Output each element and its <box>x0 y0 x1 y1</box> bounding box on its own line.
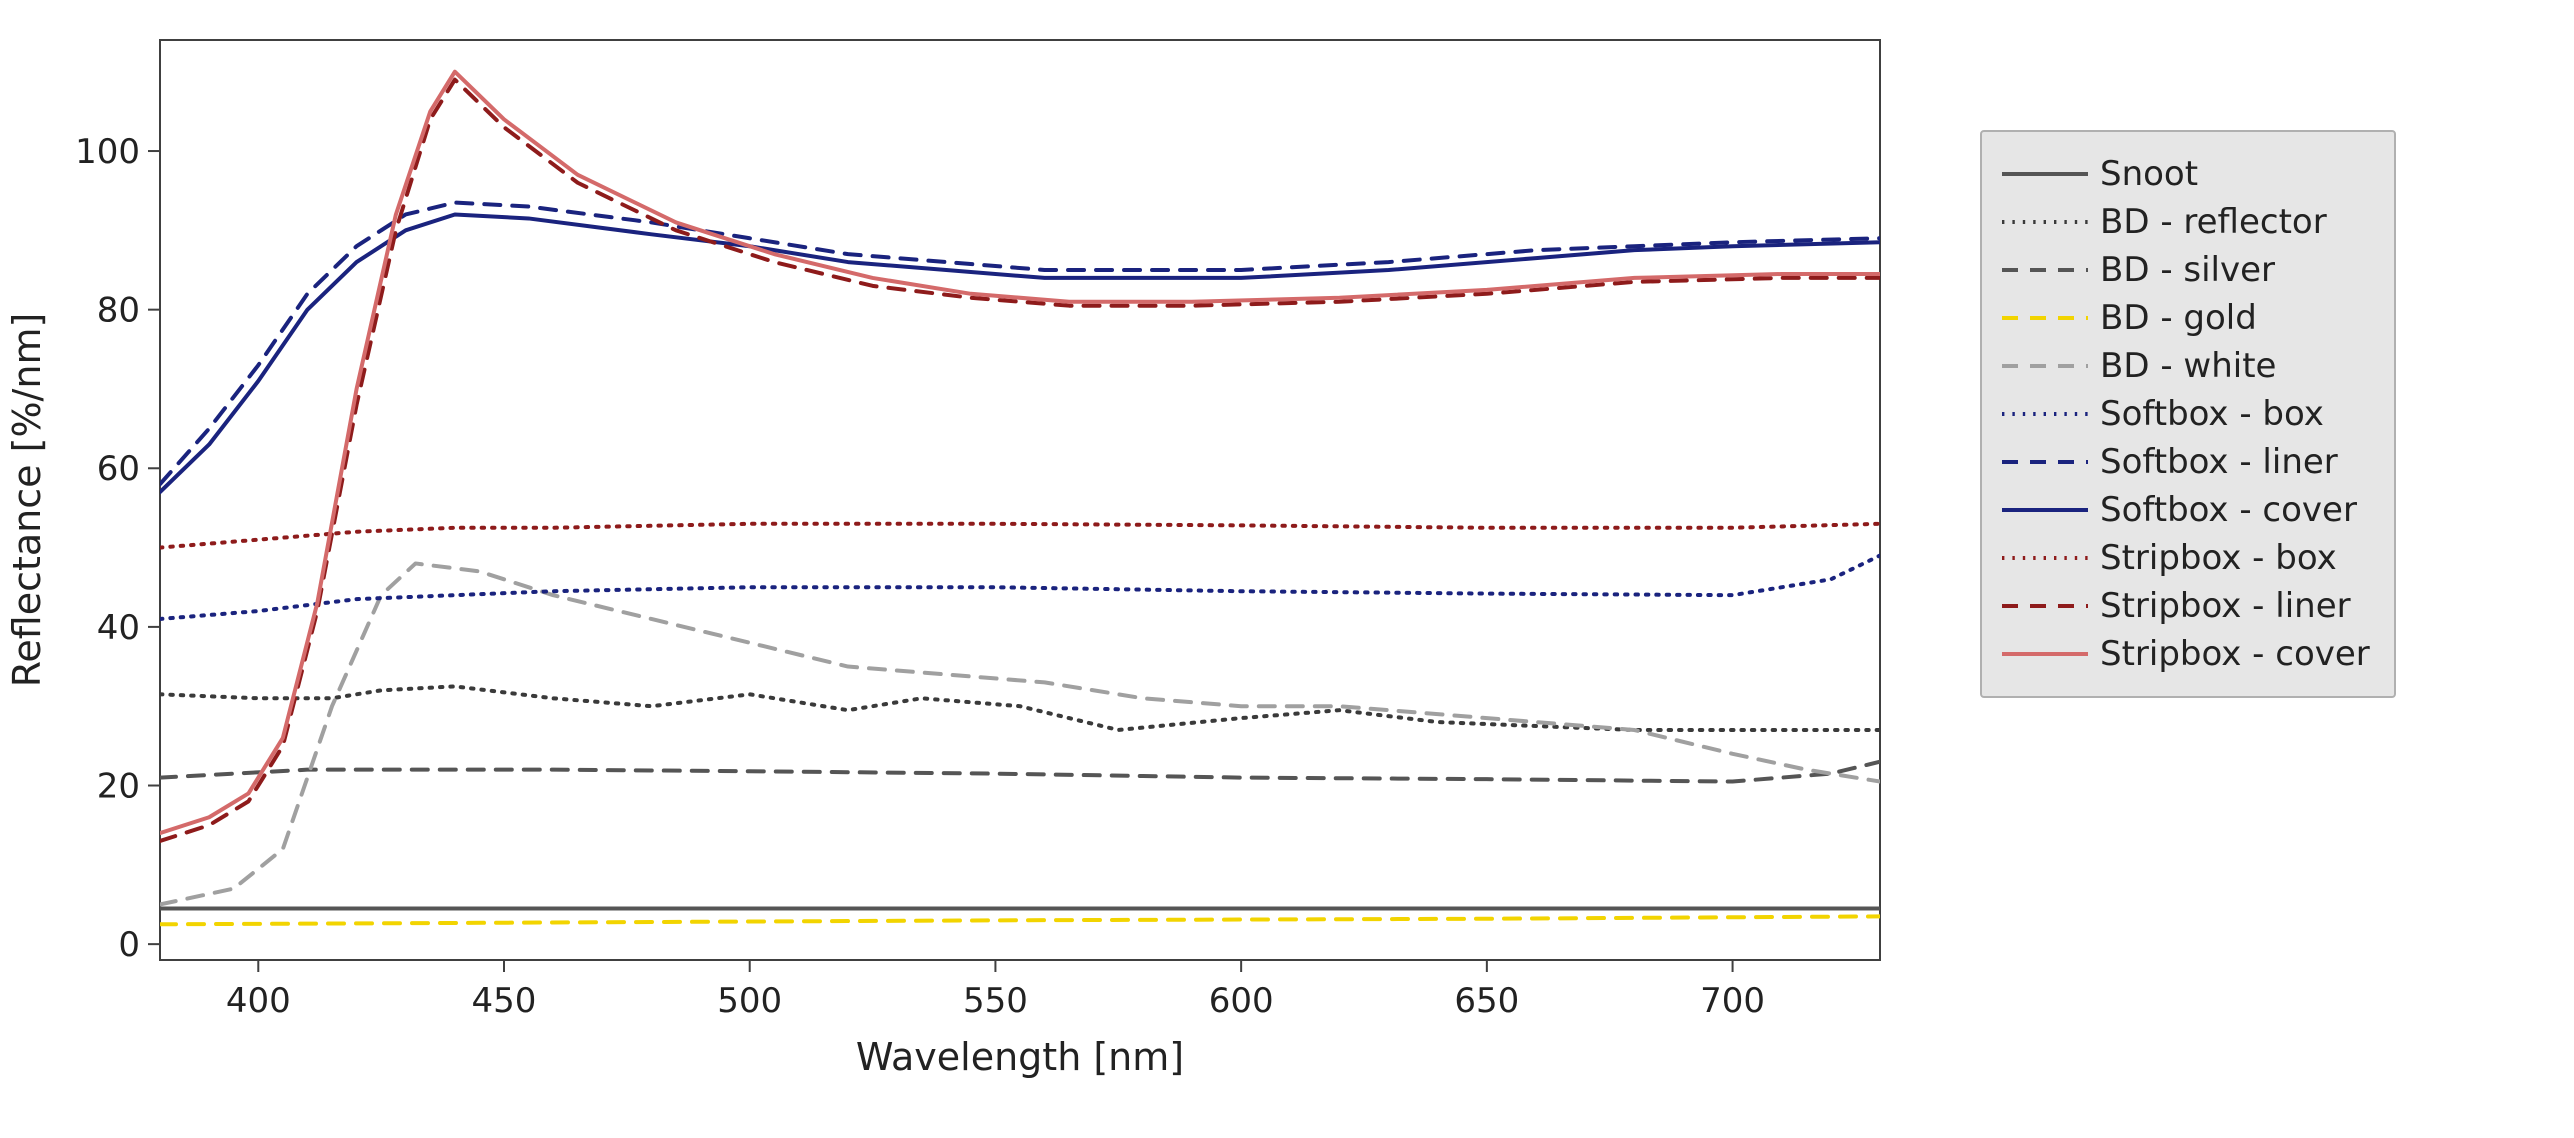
legend-label: Softbox - box <box>2090 394 2324 434</box>
x-tick-label: 650 <box>1454 981 1519 1021</box>
legend-label: Softbox - cover <box>2090 490 2357 530</box>
y-tick-label: 60 <box>97 449 140 489</box>
x-tick-label: 400 <box>226 981 291 1021</box>
legend-swatch <box>2000 630 2090 678</box>
legend-item: Softbox - liner <box>2000 438 2370 486</box>
legend-item: Stripbox - liner <box>2000 582 2370 630</box>
legend-swatch <box>2000 150 2090 198</box>
legend-label: Stripbox - liner <box>2090 586 2351 626</box>
legend-label: Stripbox - box <box>2090 538 2337 578</box>
x-tick-label: 700 <box>1700 981 1765 1021</box>
legend-swatch <box>2000 582 2090 630</box>
series-line <box>160 563 1880 904</box>
series-line <box>160 762 1880 782</box>
legend-label: BD - reflector <box>2090 202 2327 242</box>
y-tick-label: 80 <box>97 291 140 331</box>
legend-label: BD - white <box>2090 346 2276 386</box>
legend-item: BD - gold <box>2000 294 2370 342</box>
y-tick-label: 100 <box>75 132 140 172</box>
legend-item: Softbox - box <box>2000 390 2370 438</box>
series-line <box>160 524 1880 548</box>
legend-swatch <box>2000 246 2090 294</box>
legend-swatch <box>2000 486 2090 534</box>
y-tick-label: 0 <box>118 925 140 965</box>
legend-swatch <box>2000 438 2090 486</box>
legend: Snoot BD - reflector BD - silver BD - gold B… <box>1980 130 2396 698</box>
legend-item: BD - silver <box>2000 246 2370 294</box>
series-line <box>160 916 1880 924</box>
legend-swatch <box>2000 390 2090 438</box>
legend-item: Softbox - cover <box>2000 486 2370 534</box>
legend-item: BD - white <box>2000 342 2370 390</box>
legend-item: Snoot <box>2000 150 2370 198</box>
legend-label: Snoot <box>2090 154 2198 194</box>
x-tick-label: 500 <box>717 981 782 1021</box>
legend-label: BD - gold <box>2090 298 2257 338</box>
x-tick-label: 550 <box>963 981 1028 1021</box>
legend-swatch <box>2000 198 2090 246</box>
series-line <box>160 72 1880 833</box>
chart-container: 400 450 500 550 600 650 700 Wavelength [nm] 0 20 4… <box>0 0 2574 1138</box>
legend-item: Stripbox - cover <box>2000 630 2370 678</box>
series-line <box>160 686 1880 730</box>
y-axis-label: Reflectance [%/nm] <box>5 313 49 688</box>
series-line <box>160 80 1880 841</box>
legend-item: BD - reflector <box>2000 198 2370 246</box>
x-tick-label: 600 <box>1209 981 1274 1021</box>
y-tick-label: 40 <box>97 608 140 648</box>
legend-label: Softbox - liner <box>2090 442 2338 482</box>
legend-swatch <box>2000 342 2090 390</box>
legend-item: Stripbox - box <box>2000 534 2370 582</box>
legend-label: Stripbox - cover <box>2090 634 2370 674</box>
legend-label: BD - silver <box>2090 250 2275 290</box>
series-line <box>160 203 1880 485</box>
legend-swatch <box>2000 534 2090 582</box>
y-tick-label: 20 <box>97 766 140 806</box>
x-axis-label: Wavelength [nm] <box>856 1035 1184 1079</box>
series-line <box>160 214 1880 492</box>
x-tick-label: 450 <box>472 981 537 1021</box>
legend-swatch <box>2000 294 2090 342</box>
